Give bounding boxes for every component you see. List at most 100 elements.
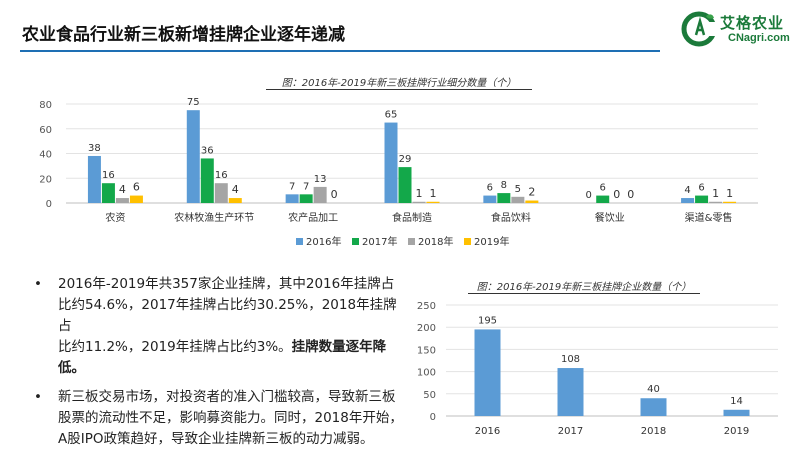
bar [557, 368, 584, 416]
x-tick-label: 农资 [105, 211, 125, 224]
data-label: 1 [430, 187, 437, 200]
bar [640, 398, 667, 416]
data-label: 75 [187, 97, 200, 108]
bar [483, 195, 497, 203]
data-label: 38 [88, 143, 101, 154]
x-tick-label: 食品饮料 [491, 211, 531, 224]
x-tick-label: 农林牧渔生产环节 [174, 211, 254, 224]
bar [723, 201, 737, 203]
y-tick-label: 0 [46, 199, 52, 210]
bar [299, 194, 313, 203]
title-divider [20, 50, 660, 52]
data-label: 4 [684, 185, 690, 196]
x-tick-label: 食品制造 [392, 211, 432, 224]
bar [723, 409, 750, 416]
data-label: 4 [119, 183, 126, 196]
data-label: 13 [314, 174, 327, 185]
data-label: 14 [730, 396, 743, 407]
data-label: 65 [385, 110, 398, 121]
x-tick-label: 2016 [475, 426, 500, 437]
bullet-line: 股票的流动性不足，影响募资能力。同时，2018年开始， [58, 410, 403, 426]
chart-2-title: 图：2016年-2019年新三板挂牌企业数量（个） [468, 278, 700, 294]
bullet-item-2: • 新三板交易市场，对投资者的准入门槛较高，导致新三板 股票的流动性不足，影响募… [34, 387, 404, 450]
bullet-line: A股IPO政策趋好，导致企业挂牌新三板的动力减弱。 [58, 431, 374, 447]
x-tick-label: 2019 [724, 426, 749, 437]
logo-mark-icon [681, 11, 718, 47]
y-tick-label: 0 [430, 412, 436, 423]
x-tick-label: 餐饮业 [595, 211, 625, 224]
data-label: 7 [303, 181, 309, 192]
data-label: 6 [698, 183, 704, 194]
legend-label: 2017年 [362, 235, 397, 248]
bullet-line: 比约54.6%，2017年挂牌占比约30.25%，2018年挂牌占 [58, 297, 397, 334]
bar [525, 200, 539, 203]
y-tick-label: 80 [39, 100, 52, 111]
bar [313, 186, 327, 203]
bullet-marker: • [34, 389, 42, 405]
bar [228, 198, 242, 203]
y-tick-label: 250 [417, 301, 436, 312]
y-tick-label: 60 [39, 125, 52, 136]
data-label: 4 [232, 183, 239, 196]
bullet-text: 比约11.2%，2019年挂牌占比约3%。 [58, 339, 292, 355]
data-label: 6 [133, 181, 140, 194]
bar [426, 201, 440, 203]
chart-1-title: 图：2016年-2019年新三板挂牌行业细分数量（个） [266, 74, 532, 90]
data-label: 7 [289, 181, 295, 192]
bar [285, 194, 299, 203]
bar [214, 183, 228, 203]
legend-label: 2016年 [306, 235, 341, 248]
x-tick-label: 渠道&零售 [685, 211, 733, 224]
x-tick-label: 2017 [558, 426, 583, 437]
bar [695, 195, 709, 203]
data-label: 0 [331, 188, 338, 201]
data-label: 1 [416, 187, 423, 200]
legend-label: 2018年 [418, 235, 453, 248]
data-label: 6 [600, 183, 606, 194]
bar [115, 198, 129, 203]
y-tick-label: 50 [423, 390, 436, 401]
legend-swatch [296, 238, 303, 245]
page-title: 农业食品行业新三板新增挂牌企业逐年递减 [22, 25, 345, 45]
bullet-line: 2016年-2019年共357家企业挂牌，其中2016年挂牌占 [58, 276, 395, 292]
bar [87, 155, 101, 203]
data-label: 6 [487, 183, 493, 194]
y-tick-label: 20 [39, 174, 52, 185]
bullet-list: • 2016年-2019年共357家企业挂牌，其中2016年挂牌占 比约54.6… [34, 274, 404, 458]
data-label: 5 [515, 184, 521, 195]
data-label: 40 [647, 384, 660, 395]
x-tick-label: 农产品加工 [288, 211, 338, 224]
data-label: 16 [215, 170, 228, 181]
bar [129, 195, 143, 203]
data-label: 1 [726, 187, 733, 200]
data-label: 0 [613, 188, 620, 201]
y-tick-label: 40 [39, 150, 52, 161]
bar [681, 198, 695, 203]
bullet-line-last: 比约11.2%，2019年挂牌占比约3%。挂牌数量逐年降低。 [58, 337, 404, 379]
data-label: 16 [102, 170, 115, 181]
logo-text-cn: 艾格农业 [720, 14, 785, 32]
data-label: 8 [501, 180, 507, 191]
bar [596, 195, 610, 203]
bar [101, 183, 115, 203]
legend-label: 2019年 [474, 235, 509, 248]
bar [200, 158, 214, 203]
data-label: 108 [561, 354, 580, 365]
bar [709, 201, 723, 203]
y-tick-label: 200 [417, 323, 436, 334]
y-tick-label: 150 [417, 345, 436, 356]
data-label: 1 [712, 187, 719, 200]
bar [186, 110, 200, 203]
bullet-item-1: • 2016年-2019年共357家企业挂牌，其中2016年挂牌占 比约54.6… [34, 274, 404, 379]
bar [511, 196, 525, 203]
data-label: 0 [586, 190, 592, 201]
legend-swatch [408, 238, 415, 245]
legend-swatch [464, 238, 471, 245]
data-label: 29 [399, 154, 412, 165]
y-tick-label: 100 [417, 368, 436, 379]
logo-text-en: CNagri.com [728, 32, 790, 44]
x-tick-label: 2018 [641, 426, 666, 437]
data-label: 2 [528, 186, 535, 199]
